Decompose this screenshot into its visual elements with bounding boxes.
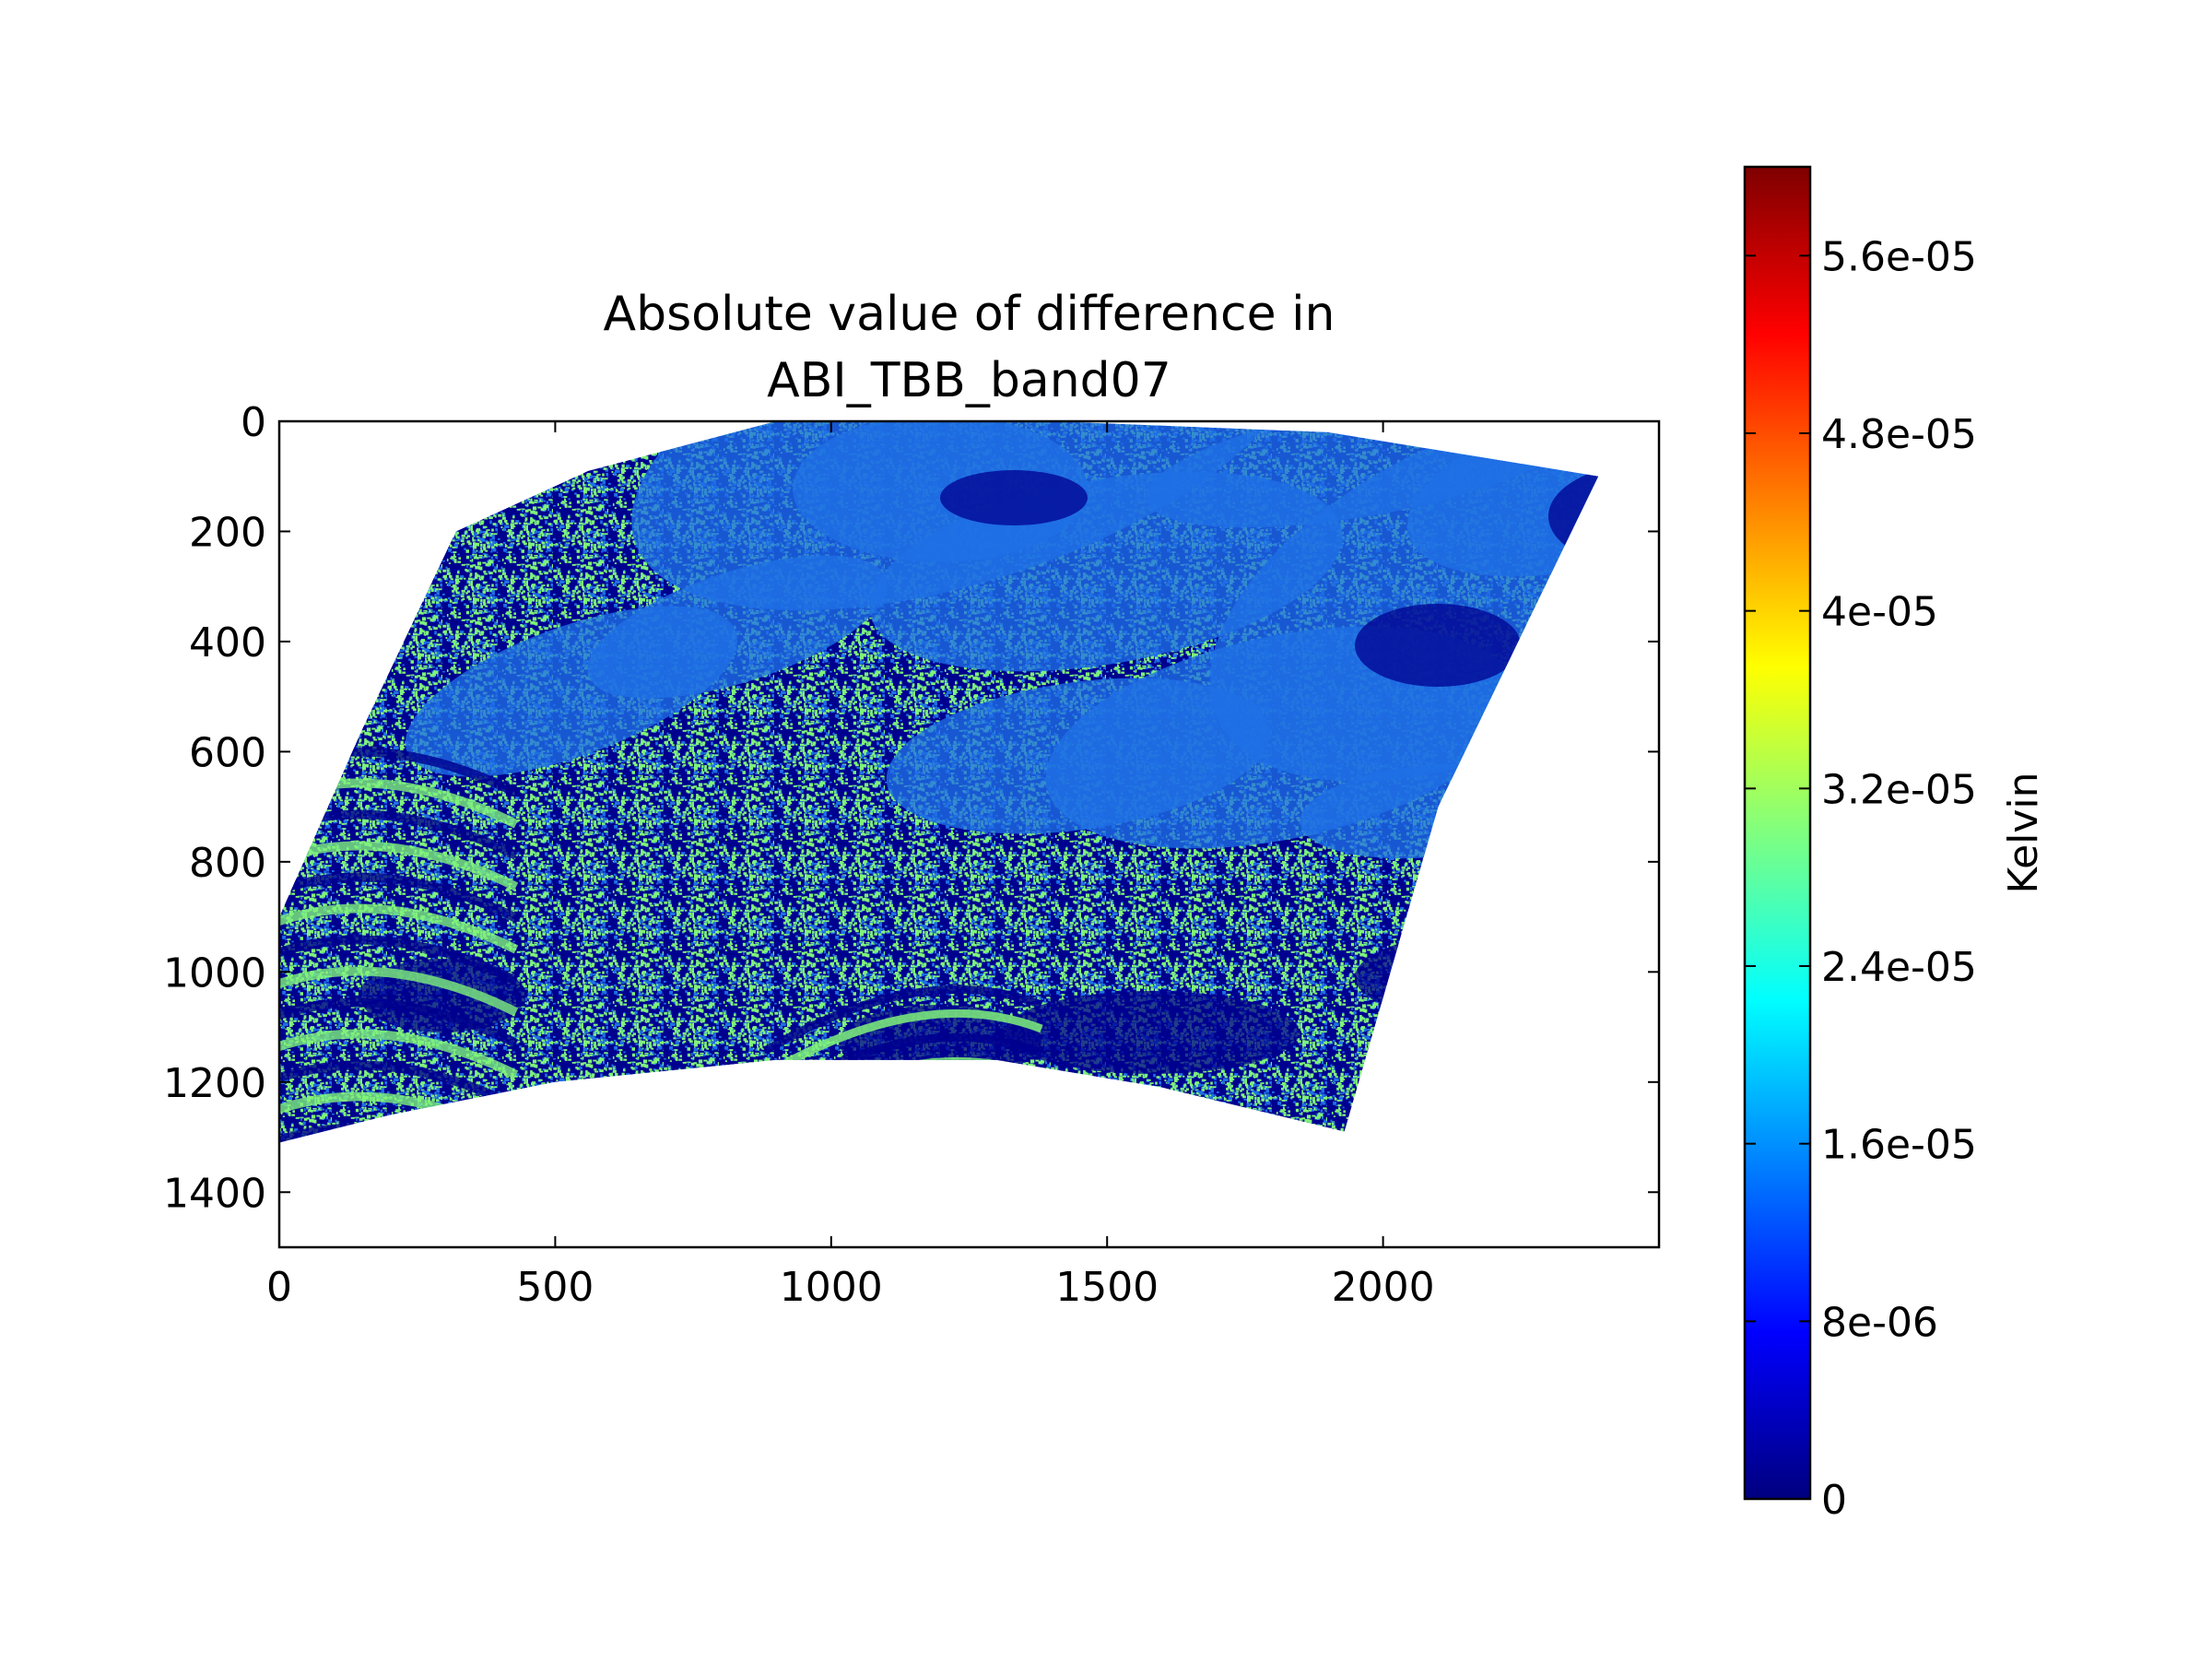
x-tick-label: 0 <box>266 1264 292 1311</box>
y-tick-label: 0 <box>241 399 266 446</box>
stripe-band <box>762 985 1043 1055</box>
colorbar-label: Kelvin <box>2000 772 2047 893</box>
stripe-band <box>276 1221 516 1263</box>
colorbar-tick-label: 1.6e-05 <box>1821 1122 1977 1169</box>
y-tick-label: 400 <box>189 619 266 666</box>
colorbar-tick-label: 3.2e-05 <box>1821 766 1977 813</box>
colorbar-tick-label: 8e-06 <box>1821 1299 1938 1346</box>
y-tick-label: 200 <box>189 509 266 556</box>
chart-title-line: Absolute value of difference in <box>604 287 1335 342</box>
stripe-band <box>762 1056 1043 1126</box>
stripe-band <box>279 903 519 954</box>
swath-image <box>276 421 1599 1263</box>
stripe-band <box>279 997 519 1048</box>
x-tick-label: 500 <box>516 1264 594 1311</box>
low-value-region <box>587 555 888 699</box>
stripe-band <box>276 1190 516 1232</box>
colorbar-tick-label: 2.4e-05 <box>1821 944 1977 991</box>
y-tick-label: 1400 <box>163 1170 266 1217</box>
x-tick-label: 2000 <box>1332 1264 1435 1311</box>
colorbar <box>1743 165 1812 1501</box>
stripe-band <box>279 1029 519 1079</box>
colorbar-tick-label: 4.8e-05 <box>1821 411 1977 458</box>
stripe-band <box>765 1157 1041 1219</box>
zero-value-region <box>1355 604 1521 687</box>
zero-value-region <box>1355 926 1599 1028</box>
stripe-band <box>276 1159 516 1200</box>
zero-value-region <box>1005 991 1300 1074</box>
x-tick-label: 1500 <box>1055 1264 1159 1311</box>
y-tick-label: 1200 <box>163 1060 266 1107</box>
stripe-band <box>762 1128 1043 1143</box>
stripe-band <box>279 1060 519 1111</box>
stripe-band <box>762 1104 1043 1143</box>
colorbar-tick-label: 0 <box>1821 1477 1847 1524</box>
x-tick-label: 1000 <box>780 1264 883 1311</box>
y-tick-label: 800 <box>189 840 266 887</box>
colorbar-tick-label: 4e-05 <box>1821 589 1938 636</box>
y-tick-label: 1000 <box>163 949 266 997</box>
stripe-band <box>279 1123 519 1143</box>
y-tick-label: 600 <box>189 729 266 776</box>
stripe-band <box>279 935 519 985</box>
zero-value-region <box>940 470 1088 525</box>
plot-frame <box>277 419 1661 1249</box>
stripe-band <box>762 1080 1043 1143</box>
stripe-band <box>765 1181 1041 1243</box>
stripe-band <box>279 966 519 1017</box>
stripe-band <box>279 872 519 923</box>
colorbar-tick-label: 5.6e-05 <box>1821 233 1977 280</box>
chart-title-line: ABI_TBB_band07 <box>767 353 1171 408</box>
stripe-band <box>762 1008 1043 1079</box>
